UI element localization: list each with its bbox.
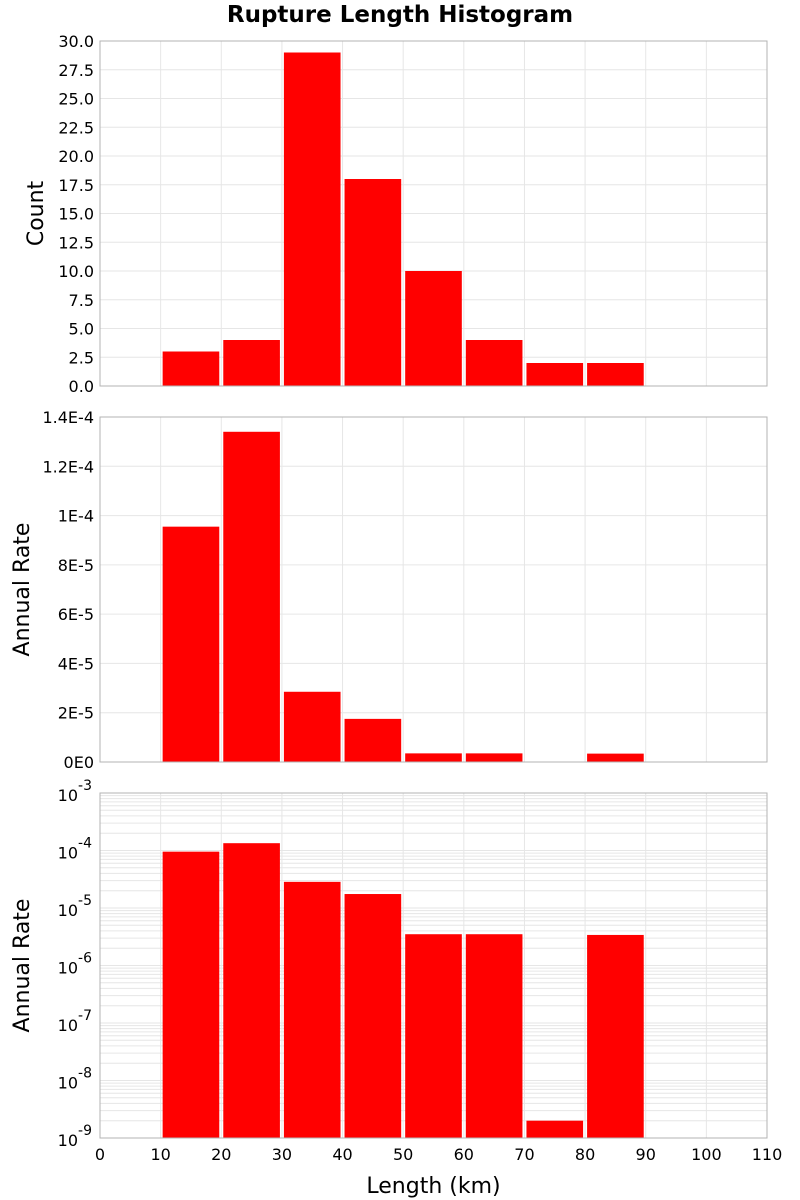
x-tick-label: 100: [691, 1145, 722, 1164]
x-tick-label: 20: [211, 1145, 231, 1164]
histogram-bar-5: [405, 271, 462, 386]
y-tick-label: 10-3: [58, 778, 92, 805]
x-tick-label: 90: [636, 1145, 656, 1164]
y-tick-label: 10.0: [58, 262, 94, 281]
y-tick-label: 10-4: [58, 836, 92, 863]
y-tick-label: 0.0: [69, 377, 94, 396]
histogram-bar-5: [405, 934, 462, 1138]
x-tick-label: 70: [514, 1145, 534, 1164]
x-tick-label: 50: [393, 1145, 413, 1164]
histogram-bar-6: [465, 753, 523, 762]
y-tick-label: 20.0: [58, 147, 94, 166]
y-tick-label: 1.4E-4: [42, 408, 94, 427]
y-tick-label: 4E-5: [58, 654, 94, 673]
y-tick-label: 27.5: [58, 61, 94, 80]
annual-rate-linear-panel: 0E0 2E-5 4E-5 6E-5 8E-5 1E-4 1.2E-4 1.4E-4 Annua…: [10, 408, 768, 772]
y-tick-label: 30.0: [58, 32, 94, 51]
histogram-bar-3: [283, 52, 341, 386]
x-tick-label: 10: [150, 1145, 170, 1164]
y-tick-label: 0E0: [64, 753, 94, 772]
y-tick-label: 10-9: [58, 1123, 92, 1150]
histogram-bar-8: [587, 363, 644, 386]
histogram-bar-2: [223, 431, 280, 762]
plot-frame: [99, 416, 768, 763]
x-tick-label: 80: [575, 1145, 595, 1164]
y-tick-label: 1.2E-4: [42, 457, 94, 476]
y-tick-label: 8E-5: [58, 556, 94, 575]
y-tick-label: 5.0: [69, 320, 94, 339]
histogram-bar-6: [465, 934, 523, 1138]
y-tick-label: 17.5: [58, 176, 94, 195]
histogram-bar-5: [405, 753, 462, 762]
histogram-bar-7: [526, 1120, 584, 1138]
histogram-bar-1: [162, 526, 220, 762]
histogram-bar-7: [526, 363, 584, 386]
y-tick-label: 1E-4: [58, 507, 94, 526]
y-tick-label: 12.5: [58, 233, 94, 252]
x-tick-label: 30: [272, 1145, 292, 1164]
y-tick-label: 7.5: [69, 291, 94, 310]
x-tick-label: 40: [332, 1145, 352, 1164]
plot-frame: [99, 40, 768, 387]
y-tick-label: 2.5: [69, 348, 94, 367]
histogram-bar-1: [162, 351, 220, 386]
x-axis-title: Length (km): [366, 1174, 500, 1199]
y-tick-label: 10-8: [58, 1066, 92, 1093]
x-tick-label: 60: [454, 1145, 474, 1164]
histogram-bar-4: [344, 718, 402, 762]
y-tick-label: 10-5: [58, 893, 92, 920]
histogram-bar-1: [162, 851, 220, 1138]
count-panel: 0.0 2.5 5.0 7.5 10.0 12.5 15.0 17.5 20.0 22.5 25.0…: [24, 32, 768, 396]
histogram-bar-2: [223, 843, 280, 1138]
y-axis-title: Annual Rate: [10, 899, 35, 1033]
histogram-bar-3: [283, 691, 341, 762]
plot-frame: [99, 792, 768, 1139]
chart-title: Rupture Length Histogram: [226, 2, 574, 28]
y-tick-label: 25.0: [58, 90, 94, 109]
histogram-bar-3: [283, 881, 341, 1138]
x-tick-label: 110: [752, 1145, 783, 1164]
annual-rate-log-panel: 10-9 10-8 10-7 10-6 10-5 10-4 10-3 Annual Rate 0…: [10, 778, 782, 1199]
y-tick-label: 15.0: [58, 205, 94, 224]
y-tick-label: 10-7: [58, 1008, 92, 1035]
histogram-bar-8: [587, 934, 644, 1138]
x-tick-label: 0: [95, 1145, 105, 1164]
histogram-bar-8: [587, 753, 644, 762]
histogram-bar-4: [344, 894, 402, 1138]
histogram-bar-6: [465, 340, 523, 386]
y-tick-label: 10-6: [58, 951, 92, 978]
y-tick-label: 2E-5: [58, 704, 94, 723]
y-axis-title: Annual Rate: [10, 523, 35, 657]
y-tick-label: 22.5: [58, 118, 94, 137]
histogram-bar-4: [344, 179, 402, 386]
y-tick-label: 6E-5: [58, 605, 94, 624]
y-axis-title: Count: [24, 180, 49, 246]
histogram-bar-2: [223, 340, 280, 386]
